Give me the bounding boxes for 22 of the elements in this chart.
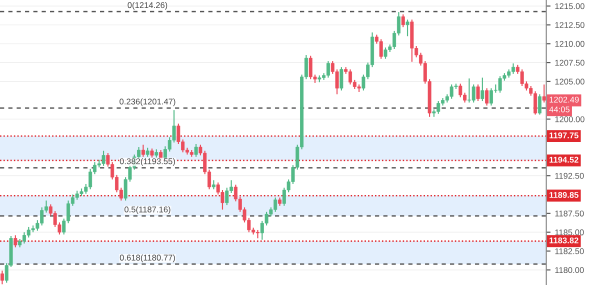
y-tick-label: 1192.50 bbox=[555, 172, 584, 179]
text: 44:05 bbox=[549, 106, 570, 112]
y-tick-label: 1205.00 bbox=[555, 78, 584, 85]
ref-line-label: 0(1214.26) bbox=[128, 2, 168, 10]
text: 1202.49 bbox=[550, 96, 579, 103]
y-tick-label: 1180.00 bbox=[555, 267, 584, 274]
y-tick-label: 1200.00 bbox=[555, 116, 584, 122]
y-tick-label: 1210.00 bbox=[555, 40, 584, 47]
ref-line-label: 1189.85 bbox=[550, 192, 578, 198]
y-tick-label: 1215.00 bbox=[555, 3, 584, 10]
ref-line-label: 0.382(1193.55) bbox=[120, 158, 175, 166]
ref-line-label: 0.618(1180.77) bbox=[120, 254, 175, 262]
y-tick-label: 1182.50 bbox=[555, 248, 584, 254]
ref-line-label: 1194.52 bbox=[550, 156, 578, 163]
ref-line-label: 1183.82 bbox=[550, 237, 578, 244]
y-tick-label: 1185.00 bbox=[555, 229, 584, 236]
y-tick-label: 1207.50 bbox=[555, 60, 584, 66]
ref-line-label: 0.5(1187.16) bbox=[124, 206, 170, 214]
y-tick-label: 1212.50 bbox=[555, 22, 584, 28]
ref-line-label: 1197.75 bbox=[550, 132, 578, 138]
y-tick-label: 1187.50 bbox=[555, 210, 584, 216]
ref-line-label: 0.236(1201.47) bbox=[120, 98, 176, 106]
